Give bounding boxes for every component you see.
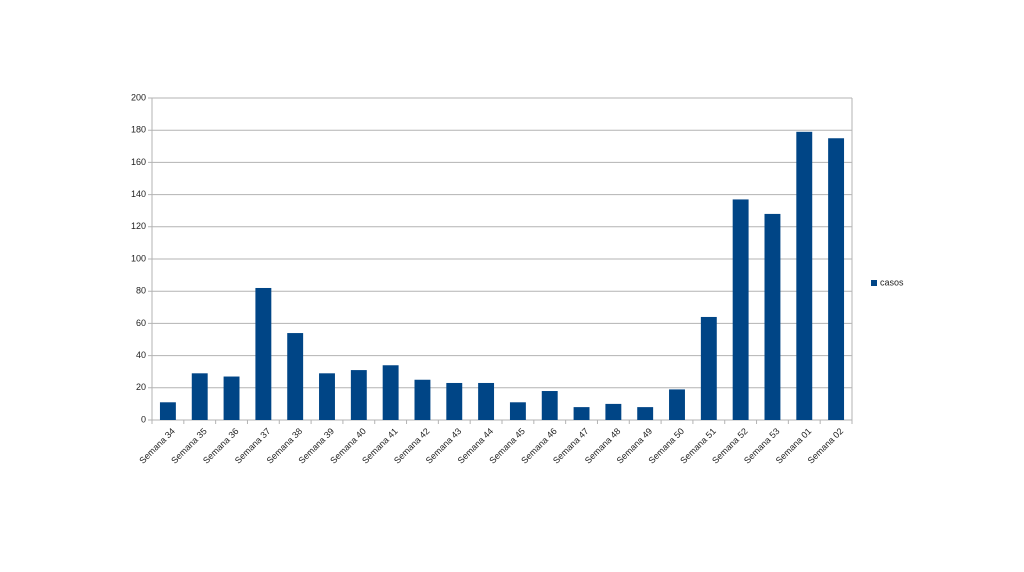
y-tick-label: 100 — [131, 253, 146, 263]
y-tick-label: 60 — [136, 318, 146, 328]
bar — [828, 138, 845, 420]
bar — [573, 407, 590, 420]
y-tick-label: 180 — [131, 125, 146, 135]
bar — [669, 389, 685, 420]
y-tick-label: 120 — [131, 221, 146, 231]
bar — [191, 373, 208, 420]
bar — [478, 382, 495, 420]
bar — [350, 370, 367, 420]
bar — [319, 373, 335, 420]
bar — [255, 287, 272, 420]
bar — [446, 382, 463, 420]
y-tick-label: 160 — [131, 157, 146, 167]
legend-label: casos — [880, 277, 904, 287]
bar — [223, 376, 240, 420]
legend-swatch — [871, 280, 877, 286]
bar — [637, 407, 654, 420]
bar — [382, 365, 399, 420]
bar — [796, 131, 813, 420]
bar — [764, 213, 781, 420]
y-tick-label: 200 — [131, 92, 146, 102]
bar — [541, 391, 558, 420]
bar — [414, 379, 431, 420]
bar — [287, 333, 304, 420]
y-tick-label: 0 — [141, 414, 146, 424]
y-tick-label: 80 — [136, 286, 146, 296]
y-tick-label: 40 — [136, 350, 146, 360]
bar — [159, 402, 176, 420]
bar — [509, 402, 526, 420]
bar — [732, 199, 749, 420]
y-tick-label: 20 — [136, 382, 146, 392]
bar — [700, 316, 717, 420]
bar — [605, 403, 622, 420]
y-tick-label: 140 — [131, 189, 146, 199]
